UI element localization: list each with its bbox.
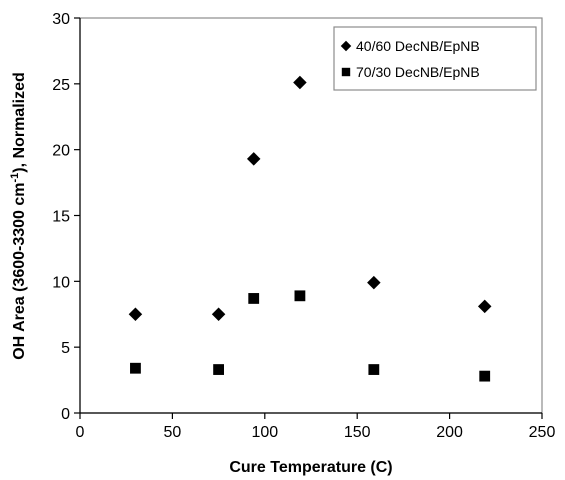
y-tick-label: 15 xyxy=(52,209,70,226)
legend-marker-1 xyxy=(340,40,352,52)
y-tick-label: 10 xyxy=(52,274,70,291)
square-marker-series2-point5 xyxy=(368,364,380,375)
x-tick-label: 150 xyxy=(344,424,371,441)
x-ticks: 0 50 100 150 200 250 xyxy=(76,413,556,441)
y-axis-title: OH Area (3600-3300 cm-1), Normalized xyxy=(9,72,28,360)
y-axis-title-main: OH Area (3600-3300 cm xyxy=(11,182,28,359)
diamond-marker-series1-point4 xyxy=(293,75,307,90)
legend-box xyxy=(333,26,537,91)
y-tick-label: 20 xyxy=(52,143,70,160)
x-tick-label: 200 xyxy=(436,424,463,441)
x-tick-label: 250 xyxy=(529,424,556,441)
x-axis-title: Cure Temperature (C) xyxy=(229,459,392,476)
y-tick-label: 5 xyxy=(61,340,70,357)
x-tick-label: 100 xyxy=(251,424,278,441)
diamond-marker-series1-point2 xyxy=(211,307,226,321)
y-tick-label: 30 xyxy=(52,11,70,28)
diamond-marker-series1-point3 xyxy=(246,152,261,166)
x-tick-label: 50 xyxy=(164,424,182,441)
legend: 40/60 DecNB/EpNB 70/30 DecNB/EpNB xyxy=(333,26,537,91)
square-marker-series2-point1 xyxy=(130,362,141,374)
legend-label-1: 40/60 DecNB/EpNB xyxy=(356,38,480,54)
legend-label-2: 70/30 DecNB/EpNB xyxy=(356,64,480,80)
y-ticks: 0 5 10 15 20 25 30 xyxy=(52,11,80,423)
square-marker-series2-point2 xyxy=(213,364,224,375)
diamond-marker-series1-point1 xyxy=(128,307,143,321)
y-axis-title-superscript: -1 xyxy=(9,173,21,183)
data-markers xyxy=(128,75,492,382)
square-marker-series2-point4 xyxy=(294,290,306,302)
y-axis-title-tail: ), Normalized xyxy=(11,72,28,172)
square-marker-series2-point6 xyxy=(479,370,491,382)
legend-marker-2 xyxy=(341,67,351,77)
diamond-marker-series1-point6 xyxy=(477,299,492,314)
x-tick-label: 0 xyxy=(76,424,85,441)
legend-items: 40/60 DecNB/EpNB 70/30 DecNB/EpNB xyxy=(340,38,480,80)
diamond-marker-series1-point5 xyxy=(367,275,381,290)
y-tick-label: 0 xyxy=(61,406,70,423)
square-marker-series2-point3 xyxy=(248,293,260,304)
y-tick-label: 25 xyxy=(52,77,70,94)
